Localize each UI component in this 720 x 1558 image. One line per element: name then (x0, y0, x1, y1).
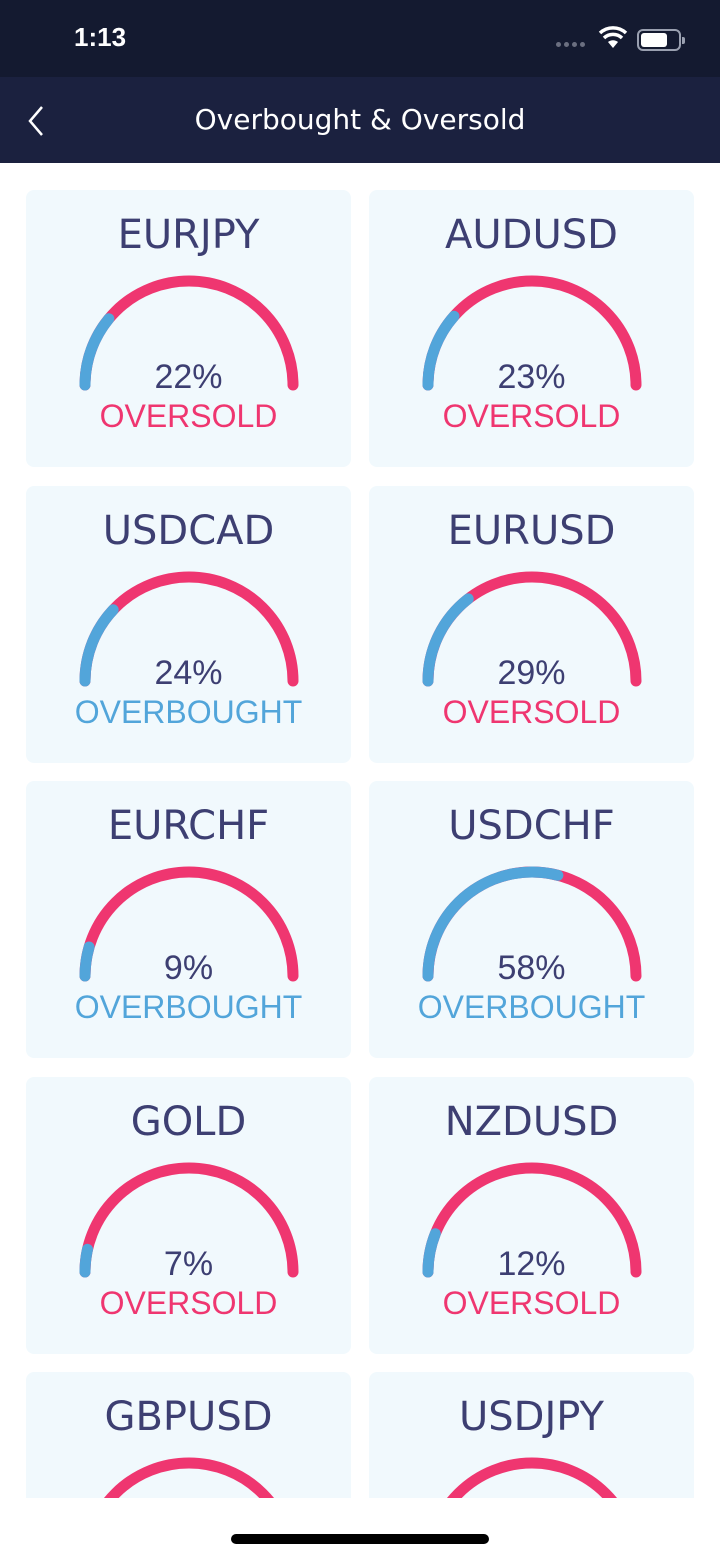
gauge-percent: 24% (154, 653, 223, 692)
gauge-percent: 7% (163, 1244, 214, 1283)
gauge-card-gbpusd[interactable]: GBPUSD (26, 1372, 351, 1498)
pair-name: AUDUSD (445, 212, 618, 258)
gauge-track (422, 1162, 642, 1277)
battery-icon (637, 29, 685, 51)
pair-name: GBPUSD (104, 1394, 273, 1440)
page-title: Overbought & Oversold (194, 103, 526, 136)
pair-name: GOLD (130, 1098, 247, 1145)
gauge-card-usdchf[interactable]: USDCHF 58% OVERBOUGHT (369, 781, 694, 1058)
gauge-arc (79, 275, 299, 391)
gauge-arc (79, 866, 299, 982)
gauge-fill (79, 603, 119, 686)
gauge-percent: 23% (497, 358, 566, 396)
home-indicator[interactable] (231, 1534, 489, 1544)
gauge-grid[interactable]: EURJPY 22% OVERSOLD AUDUSD 23% OVERSOLD USDCAD… (0, 163, 720, 1498)
status-label: OVERBOUGHT (74, 989, 303, 1025)
gauge-track (447, 1457, 617, 1498)
gauge-percent: 29% (497, 653, 566, 692)
status-label: OVERSOLD (99, 1284, 278, 1321)
gauge-fill (422, 866, 564, 982)
gauge-track (79, 1162, 299, 1277)
gauge-percent: 22% (154, 358, 223, 396)
gauge-card-eurchf[interactable]: EURCHF 9% OVERBOUGHT (26, 781, 351, 1058)
gauge-arc (422, 1162, 642, 1277)
pair-name: EURCHF (107, 803, 270, 849)
status-label: OVERBOUGHT (74, 693, 303, 730)
gauge-arc (104, 1457, 274, 1498)
gauge-fill (422, 310, 460, 391)
gauge-card-eurusd[interactable]: EURUSD 29% OVERSOLD (369, 485, 694, 763)
back-button[interactable] (22, 101, 52, 141)
gauge-arc (422, 571, 642, 686)
gauge-fill (79, 313, 115, 391)
gauge-fill (79, 941, 95, 982)
gauge-arc (447, 1457, 617, 1498)
status-label: OVERBOUGHT (417, 989, 646, 1025)
gauge-fill (79, 1243, 94, 1277)
gauge-arc (422, 275, 642, 391)
status-label: OVERSOLD (442, 398, 621, 434)
gauge-track (104, 1457, 274, 1498)
status-time: 1:13 (74, 22, 127, 52)
signal-icon (556, 42, 585, 47)
gauge-percent: 9% (163, 949, 214, 987)
status-bar: 1:13 (0, 0, 720, 77)
status-label: OVERSOLD (442, 693, 621, 730)
gauge-card-nzdusd[interactable]: NZDUSD 12% OVERSOLD (369, 1076, 694, 1354)
gauge-fill (422, 592, 474, 686)
gauge-card-usdcad[interactable]: USDCAD 24% OVERBOUGHT (26, 485, 351, 763)
gauge-card-usdjpy[interactable]: USDJPY (369, 1372, 694, 1498)
gauge-percent: 12% (497, 1244, 566, 1283)
gauge-percent: 58% (497, 949, 566, 987)
gauge-fill (422, 1227, 441, 1277)
pair-name: EURJPY (117, 212, 260, 258)
gauge-card-gold[interactable]: GOLD 7% OVERSOLD (26, 1076, 351, 1354)
wifi-icon (598, 26, 628, 48)
gauge-card-eurjpy[interactable]: EURJPY 22% OVERSOLD (26, 190, 351, 467)
pair-name: USDJPY (459, 1394, 604, 1440)
pair-name: USDCHF (448, 803, 615, 849)
pair-name: USDCAD (102, 507, 275, 554)
gauge-arc (422, 866, 642, 982)
gauge-arc (79, 1162, 299, 1277)
gauge-track (79, 866, 299, 982)
nav-bar: Overbought & Oversold (0, 77, 720, 163)
status-label: OVERSOLD (442, 1284, 621, 1321)
status-label: OVERSOLD (99, 398, 278, 434)
pair-name: NZDUSD (444, 1098, 619, 1145)
gauge-card-audusd[interactable]: AUDUSD 23% OVERSOLD (369, 190, 694, 467)
gauge-arc (79, 571, 299, 686)
pair-name: EURUSD (447, 507, 616, 554)
